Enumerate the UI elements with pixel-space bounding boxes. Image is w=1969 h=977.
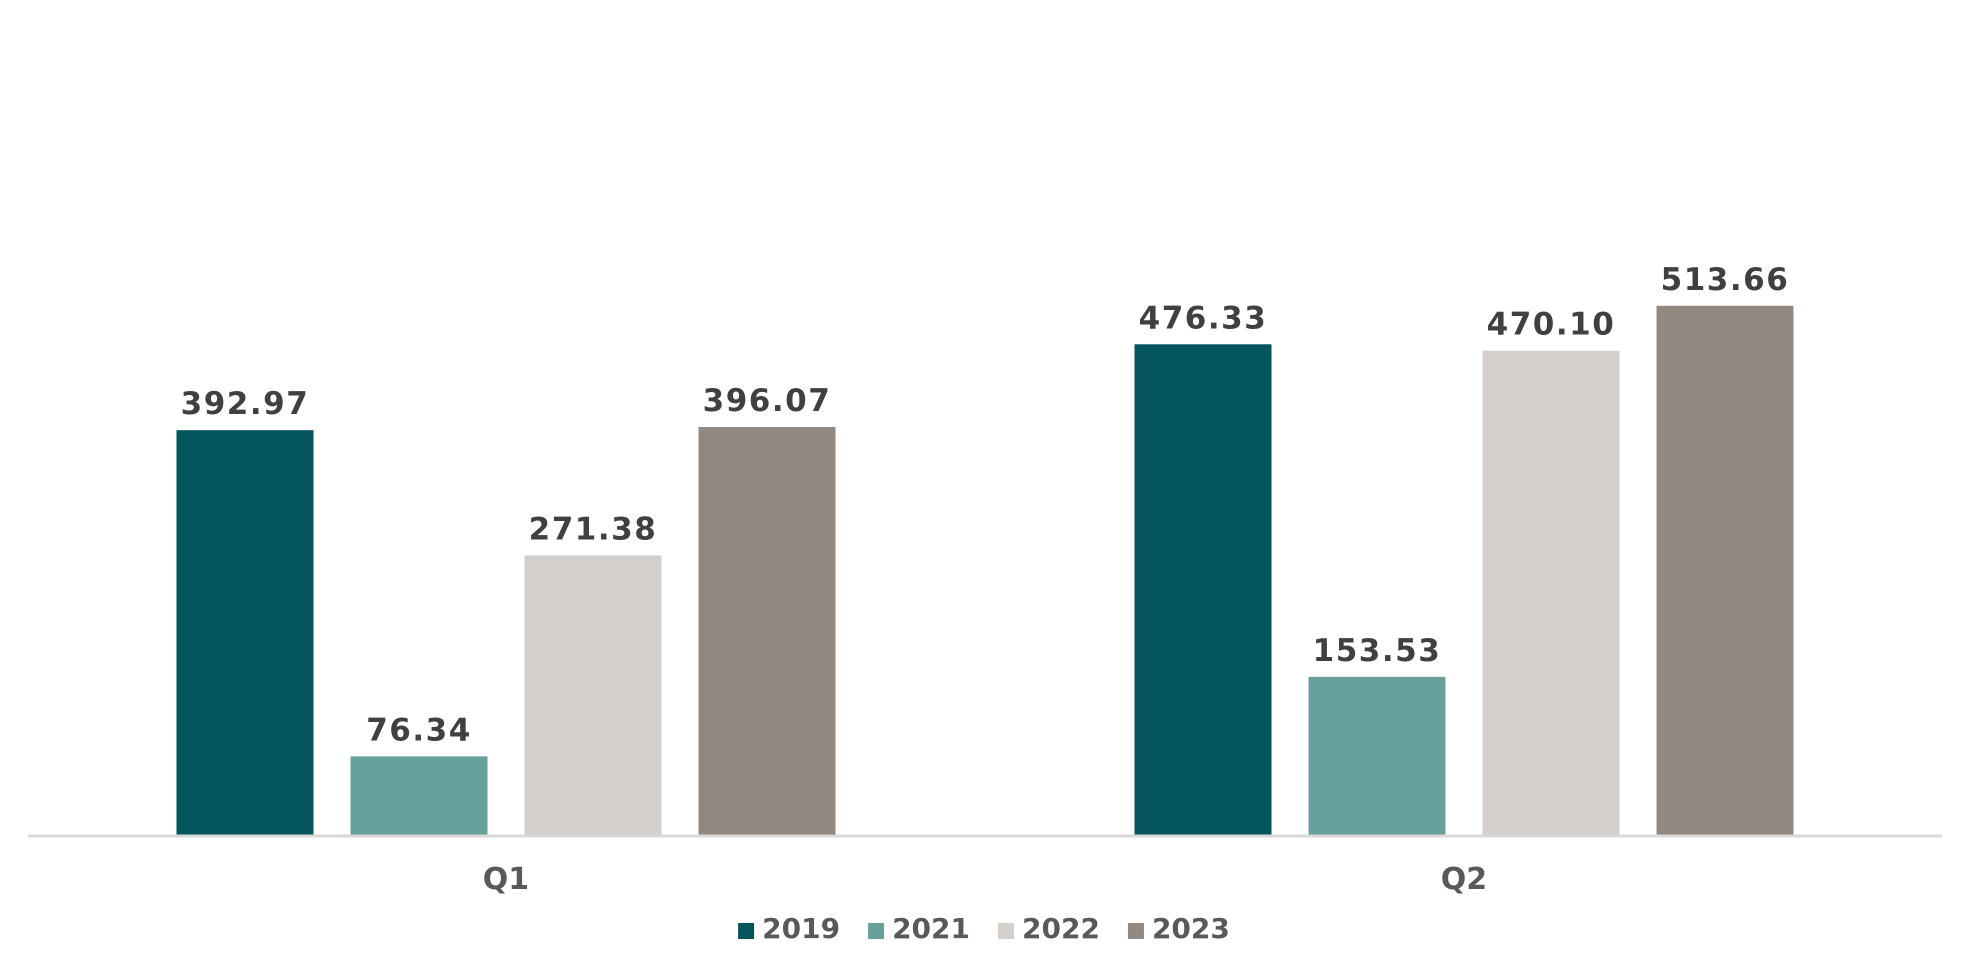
data-label-q1-2021: 76.34 xyxy=(366,712,472,748)
legend-label-2022: 2022 xyxy=(1022,912,1100,945)
legend-swatch-2021 xyxy=(868,923,885,939)
legend-swatch-2022 xyxy=(998,923,1014,939)
bars xyxy=(176,305,1794,835)
data-label-q2-2021: 153.53 xyxy=(1313,633,1442,669)
data-labels: 392.97 76.34 271.38 396.07 476.33 153.53 470.1… xyxy=(181,262,1790,749)
legend-label-2019: 2019 xyxy=(762,912,840,945)
category-label-q1: Q1 xyxy=(483,862,529,897)
bar-q2-2023 xyxy=(1656,305,1794,835)
bar-q1-2019 xyxy=(176,430,314,835)
data-label-q2-2019: 476.33 xyxy=(1139,300,1268,336)
bar-q1-2023 xyxy=(698,426,836,835)
legend-swatch-2019 xyxy=(738,923,755,939)
bar-q1-2022 xyxy=(524,555,662,835)
data-label-q2-2022: 470.10 xyxy=(1487,307,1616,343)
data-label-q1-2019: 392.97 xyxy=(181,386,310,422)
legend-label-2023: 2023 xyxy=(1152,912,1230,945)
legend-swatch-2023 xyxy=(1127,923,1144,939)
category-label-q2: Q2 xyxy=(1441,862,1487,897)
bar-q2-2022 xyxy=(1482,350,1620,835)
legend: 2019 2021 2022 2023 xyxy=(738,912,1230,945)
data-label-q2-2023: 513.66 xyxy=(1661,262,1790,298)
data-label-q1-2023: 396.07 xyxy=(703,383,832,419)
bar-q2-2019 xyxy=(1134,344,1272,835)
bar-q1-2021 xyxy=(350,756,488,835)
data-label-q1-2022: 271.38 xyxy=(529,511,658,547)
legend-label-2021: 2021 xyxy=(892,912,970,945)
category-labels: Q1 Q2 xyxy=(483,862,1487,897)
bar-q2-2021 xyxy=(1308,676,1446,835)
